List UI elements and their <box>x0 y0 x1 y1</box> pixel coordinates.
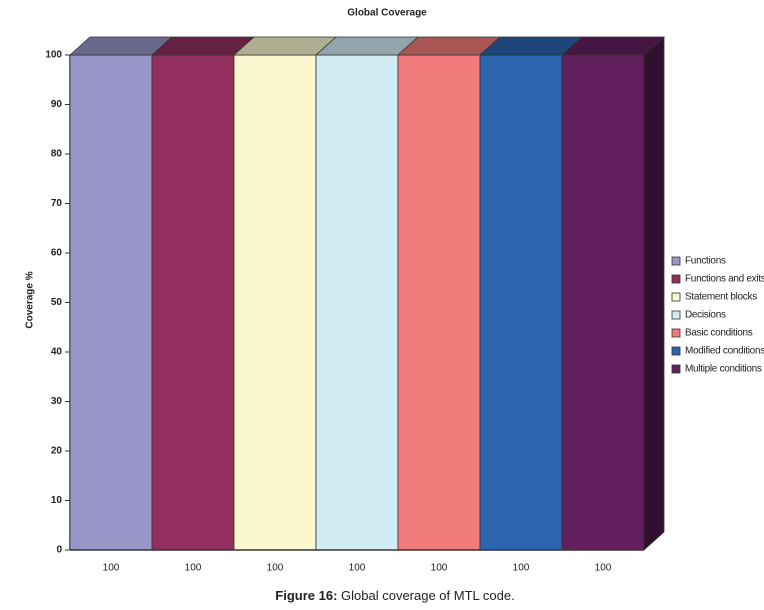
y-tick-label: 20 <box>51 446 63 457</box>
legend-label: Basic conditions <box>685 328 753 339</box>
value-label: 100 <box>349 563 366 574</box>
y-axis-label: Coverage % <box>25 271 36 328</box>
value-label: 100 <box>267 563 284 574</box>
y-tick-label: 40 <box>51 347 63 358</box>
y-tick-label: 50 <box>51 297 63 308</box>
legend-label: Multiple conditions <box>685 364 762 375</box>
value-label: 100 <box>103 563 120 574</box>
bar <box>151 54 235 551</box>
value-label: 100 <box>431 563 448 574</box>
value-label: 100 <box>595 563 612 574</box>
y-tick-label: 0 <box>56 545 62 556</box>
y-tick-label: 10 <box>51 495 63 506</box>
bar <box>315 54 399 551</box>
bar <box>233 54 317 551</box>
y-tick-label: 90 <box>51 99 63 110</box>
bar <box>397 54 481 551</box>
legend-swatch <box>671 346 681 356</box>
bar <box>561 54 645 551</box>
bar-side <box>643 36 665 551</box>
caption: Figure 16: Global coverage of MTL code. <box>275 588 514 603</box>
y-tick-label: 100 <box>45 50 62 61</box>
y-tick-label: 70 <box>51 198 63 209</box>
legend-swatch <box>671 256 681 266</box>
y-tick-label: 60 <box>51 248 63 259</box>
y-tick-label: 30 <box>51 396 63 407</box>
caption-text: Global coverage of MTL code. <box>341 588 515 603</box>
value-label: 100 <box>185 563 202 574</box>
legend-label: Modified conditions <box>685 346 764 357</box>
bar <box>69 54 153 551</box>
legend-swatch <box>671 292 681 302</box>
legend-label: Functions and exits <box>685 274 764 285</box>
chart-title: Global Coverage <box>347 8 427 19</box>
caption-label: Figure 16: <box>275 588 337 603</box>
legend-swatch <box>671 364 681 374</box>
legend-swatch <box>671 310 681 320</box>
legend-swatch <box>671 274 681 284</box>
legend-label: Statement blocks <box>685 292 757 303</box>
legend-swatch <box>671 328 681 338</box>
value-label: 100 <box>513 563 530 574</box>
y-tick-label: 80 <box>51 149 63 160</box>
legend-label: Decisions <box>685 310 726 321</box>
bar <box>479 54 563 551</box>
legend-label: Functions <box>685 256 726 267</box>
